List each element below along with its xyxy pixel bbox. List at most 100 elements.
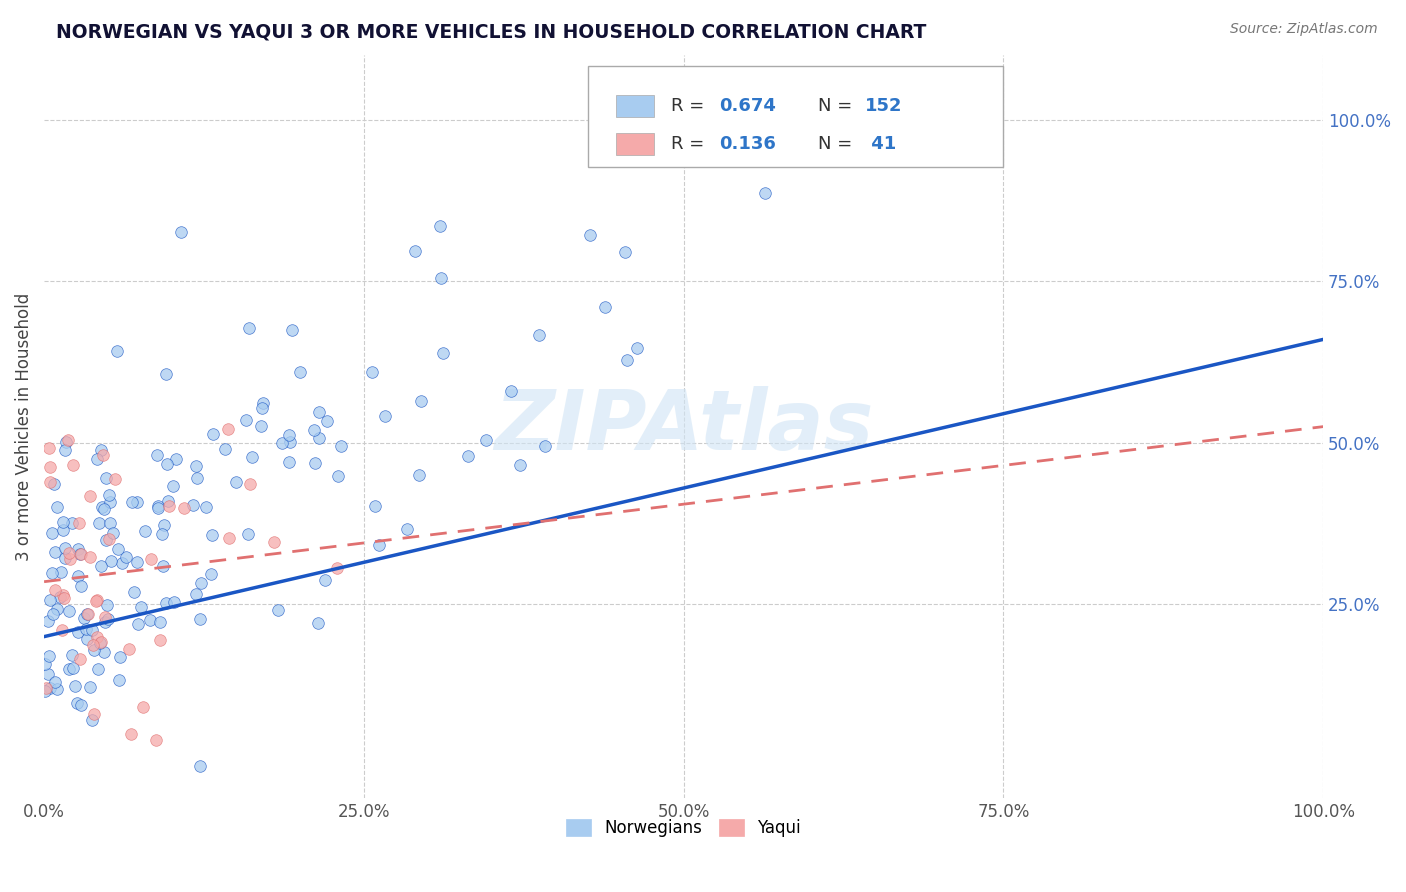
Point [53, 443, 76, 458]
Bar [616, 133, 654, 155]
Point [146, 448, 169, 462]
Point [364, 500, 387, 514]
Point [115, 550, 138, 565]
Point [34, 657, 56, 671]
Point [118, 641, 141, 656]
Point [278, 427, 301, 442]
Point [162, 479, 184, 493]
Point [37, 614, 59, 628]
Point [94, 609, 117, 624]
Point [59, 552, 82, 566]
Point [90, 500, 112, 514]
Point [55, 435, 77, 450]
Point [76, 632, 98, 646]
Point [108, 673, 131, 687]
Point [90, 442, 112, 457]
Point [148, 501, 170, 516]
Point [58, 546, 80, 560]
Point [754, 186, 776, 200]
Point [288, 365, 311, 379]
Point [98, 488, 121, 502]
Point [217, 422, 239, 436]
Point [90, 635, 112, 649]
Point [96, 471, 118, 485]
Point [616, 352, 638, 367]
Point [51, 588, 73, 602]
Point [499, 384, 522, 398]
Point [42, 607, 65, 621]
Point [101, 526, 124, 541]
Point [146, 499, 169, 513]
Point [52, 516, 75, 530]
Point [132, 699, 155, 714]
Point [190, 759, 212, 773]
Point [35, 681, 58, 696]
Point [120, 726, 142, 740]
Point [139, 552, 162, 566]
Point [267, 603, 290, 617]
Text: NORWEGIAN VS YAQUI 3 OR MORE VEHICLES IN HOUSEHOLD CORRELATION CHART: NORWEGIAN VS YAQUI 3 OR MORE VEHICLES IN… [56, 22, 927, 41]
Point [214, 442, 236, 457]
Point [250, 401, 273, 416]
Point [326, 560, 349, 574]
Point [374, 409, 396, 423]
Point [134, 524, 156, 539]
Point [41, 566, 63, 580]
Point [97, 612, 120, 626]
Point [509, 458, 531, 473]
Text: ZIPAtlas: ZIPAtlas [494, 386, 873, 467]
Point [34, 684, 56, 698]
Point [96, 599, 118, 613]
Point [70, 579, 93, 593]
Point [474, 433, 496, 447]
Point [190, 575, 212, 590]
Point [98, 495, 121, 509]
Point [200, 567, 222, 582]
Point [367, 538, 389, 552]
Point [252, 396, 274, 410]
Text: 41: 41 [865, 136, 897, 153]
Point [53, 591, 76, 606]
Point [90, 558, 112, 573]
Point [250, 419, 273, 434]
Point [430, 271, 453, 285]
Point [67, 625, 90, 640]
Point [60, 516, 83, 530]
Point [46, 500, 69, 514]
Point [39, 592, 62, 607]
Point [533, 439, 555, 453]
Point [432, 346, 454, 360]
Point [87, 662, 110, 676]
Point [79, 681, 101, 695]
Point [45, 681, 67, 696]
Point [186, 471, 208, 485]
Point [125, 495, 148, 509]
Point [58, 604, 80, 618]
Point [79, 550, 101, 565]
Point [70, 698, 93, 713]
Point [149, 633, 172, 648]
Point [145, 732, 167, 747]
Legend: Norwegians, Yaqui: Norwegians, Yaqui [558, 811, 810, 846]
Point [316, 414, 339, 428]
Point [86, 452, 108, 467]
Point [308, 431, 330, 445]
Point [44, 674, 66, 689]
FancyBboxPatch shape [588, 66, 1004, 167]
Point [83, 707, 105, 722]
Point [225, 475, 247, 490]
Text: 0.136: 0.136 [720, 136, 776, 153]
Text: Source: ZipAtlas.com: Source: ZipAtlas.com [1230, 22, 1378, 37]
Point [107, 343, 129, 358]
Point [122, 584, 145, 599]
Point [93, 644, 115, 658]
Point [165, 452, 187, 467]
Point [84, 594, 107, 608]
Point [69, 547, 91, 561]
Point [408, 468, 430, 483]
Point [38, 459, 60, 474]
Point [404, 244, 426, 259]
Bar [616, 95, 654, 117]
Point [121, 495, 143, 509]
Text: 0.674: 0.674 [720, 96, 776, 115]
